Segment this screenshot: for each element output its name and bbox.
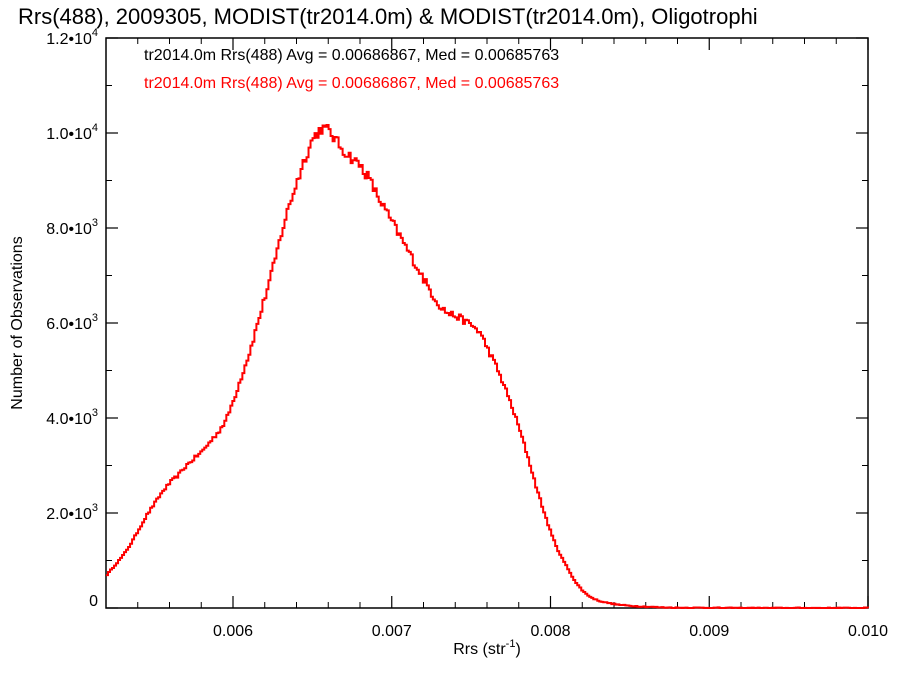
y-tick-label: 0 (89, 593, 98, 610)
y-tick-label: 6.0•103 (46, 312, 98, 333)
legend: tr2014.0m Rrs(488) Avg = 0.00686867, Med… (144, 47, 559, 92)
y-tick-label: 1.2•104 (46, 27, 98, 48)
legend-entry-0: tr2014.0m Rrs(488) Avg = 0.00686867, Med… (144, 47, 559, 64)
plot-frame (105, 37, 869, 609)
y-tick-label: 2.0•103 (46, 502, 98, 523)
x-axis-ticks (137, 38, 869, 608)
x-axis-label-superscript: -1 (506, 638, 516, 650)
legend-entry-1: tr2014.0m Rrs(488) Avg = 0.00686867, Med… (144, 75, 559, 92)
y-axis-label: Number of Observations (9, 236, 26, 409)
x-tick-label: 0.008 (530, 623, 570, 640)
y-tick-label: 4.0•103 (46, 407, 98, 428)
x-axis-tick-labels: 0.006 0.007 0.008 0.009 0.010 (213, 623, 888, 640)
histogram-series-0 (106, 124, 869, 609)
x-tick-label: 0.006 (213, 623, 253, 640)
x-tick-label: 0.009 (689, 623, 729, 640)
chart-title: Rrs(488), 2009305, MODIST(tr2014.0m) & M… (18, 4, 758, 29)
y-tick-label: 1.0•104 (46, 122, 98, 143)
y-axis-tick-labels: 0 2.0•103 4.0•103 6.0•103 8.0•103 1.0•104 1.2•… (46, 27, 98, 610)
x-axis-label-text: Rrs (str (453, 641, 506, 658)
y-tick-label: 8.0•103 (46, 217, 98, 238)
x-tick-label: 0.010 (848, 623, 888, 640)
y-axis-ticks (106, 37, 868, 609)
x-tick-label: 0.007 (372, 623, 412, 640)
x-axis-label-close: ) (515, 641, 520, 658)
series-layer (106, 124, 869, 609)
x-axis-label: Rrs (str-1) (453, 638, 521, 658)
